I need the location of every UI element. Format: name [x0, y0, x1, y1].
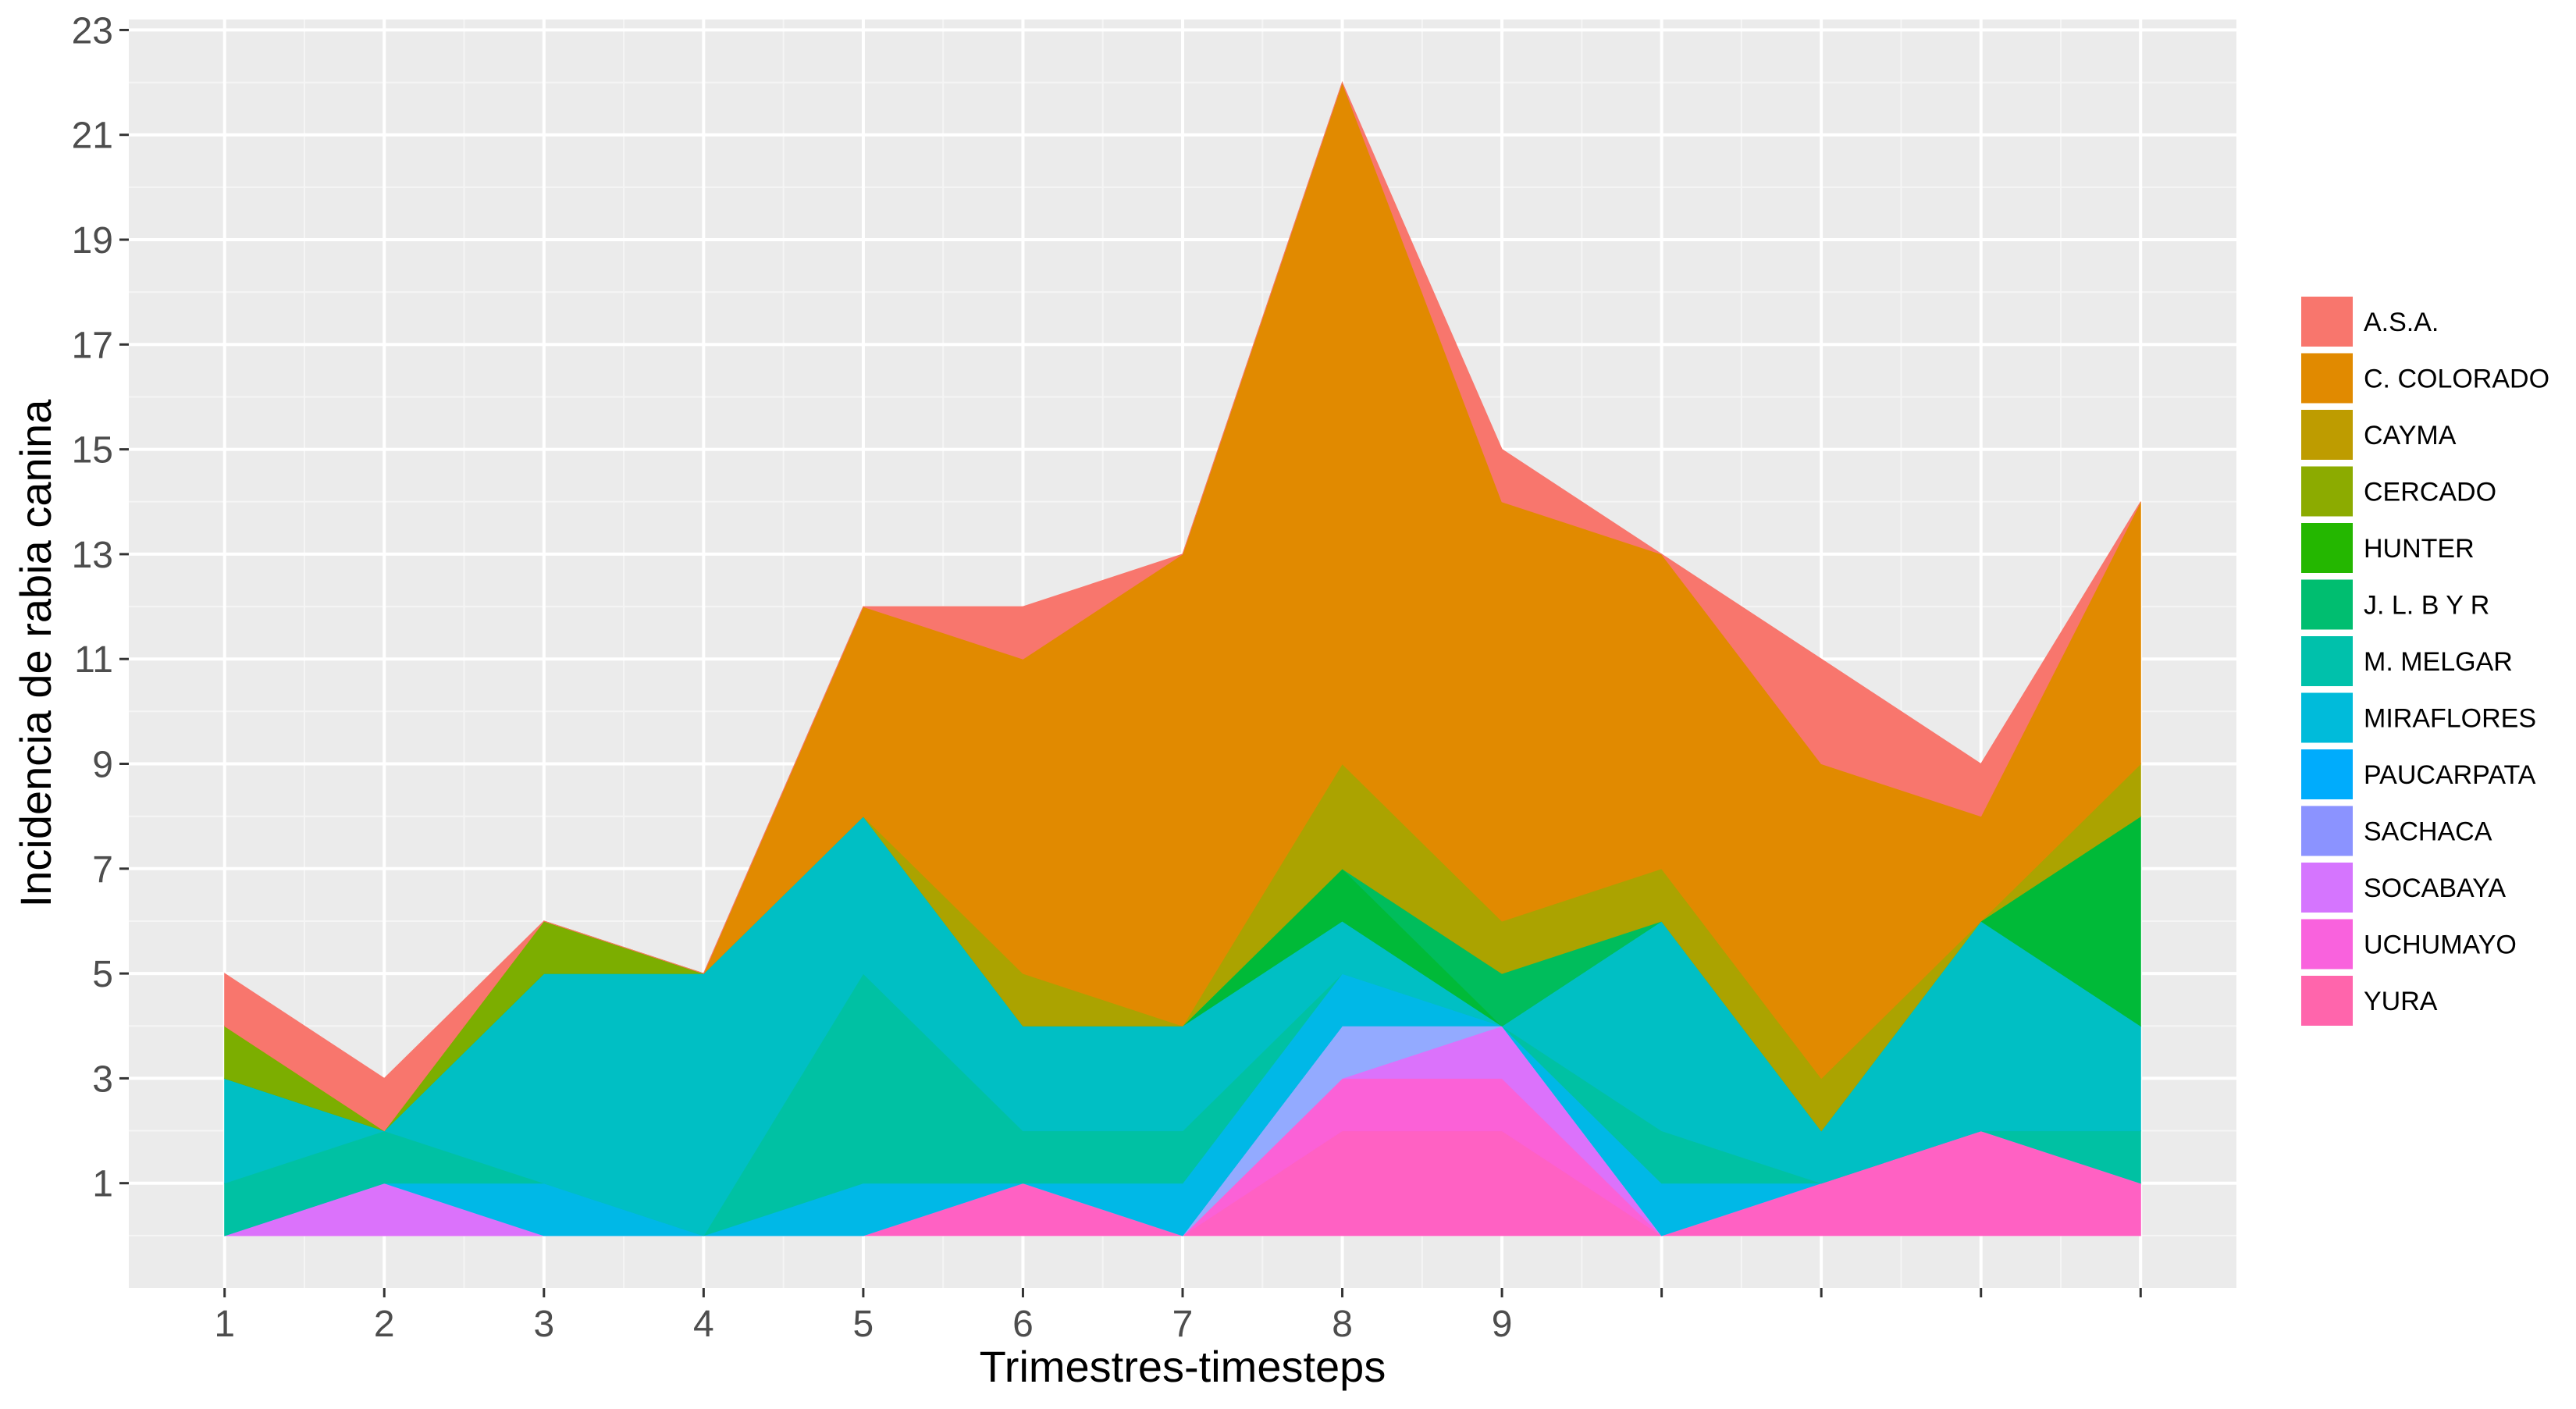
legend-swatch — [2301, 410, 2353, 460]
legend-item-j-l-b-y-r: J. L. B Y R — [2301, 579, 2489, 630]
legend-item-hunter: HUNTER — [2301, 523, 2475, 573]
y-tick-label: 17 — [72, 325, 113, 366]
y-tick-label: 5 — [92, 954, 113, 995]
stacked-areas — [224, 81, 2141, 1236]
legend-label: PAUCARPATA — [2364, 760, 2536, 790]
legend-item-sachaca: SACHACA — [2301, 806, 2492, 856]
legend-label: CERCADO — [2364, 478, 2496, 507]
legend-label: CAYMA — [2364, 421, 2457, 450]
x-tick-label: 8 — [1332, 1304, 1353, 1345]
legend-swatch — [2301, 919, 2353, 970]
legend-label: C. COLORADO — [2364, 365, 2549, 394]
legend-label: YURA — [2364, 987, 2438, 1016]
legend-item-yura: YURA — [2301, 976, 2438, 1026]
legend-swatch — [2301, 692, 2353, 743]
legend-label: M. MELGAR — [2364, 647, 2513, 677]
legend-swatch — [2301, 749, 2353, 799]
legend-item-paucarpata: PAUCARPATA — [2301, 749, 2536, 799]
x-tick-label: 7 — [1172, 1304, 1194, 1345]
legend-swatch — [2301, 353, 2353, 404]
x-tick-label: 1 — [214, 1304, 235, 1345]
y-tick-label: 9 — [92, 745, 113, 786]
legend-item-socabaya: SOCABAYA — [2301, 863, 2506, 913]
legend-swatch — [2301, 806, 2353, 856]
legend-swatch — [2301, 297, 2353, 347]
y-tick-label: 15 — [72, 430, 113, 471]
legend-label: SACHACA — [2364, 817, 2492, 847]
legend-item-uchumayo: UCHUMAYO — [2301, 919, 2517, 970]
x-axis-title: Trimestres-timesteps — [980, 1342, 1386, 1391]
legend-label: A.S.A. — [2364, 308, 2439, 337]
y-tick-label: 19 — [72, 220, 113, 262]
y-tick-label: 11 — [74, 639, 113, 681]
legend-item-m-melgar: M. MELGAR — [2301, 636, 2513, 686]
legend-label: J. L. B Y R — [2364, 591, 2489, 621]
y-tick-label: 23 — [72, 10, 113, 52]
legend-item-c-colorado: C. COLORADO — [2301, 353, 2549, 404]
x-tick-label: 6 — [1012, 1304, 1034, 1345]
legend-item-cercado: CERCADO — [2301, 466, 2496, 517]
legend-item-a-s-a: A.S.A. — [2301, 297, 2439, 347]
legend-swatch — [2301, 863, 2353, 913]
x-axis: 1 2 3 4 5 6 7 8 9 — [214, 1288, 2142, 1345]
y-tick-label: 7 — [92, 849, 113, 891]
y-tick-label: 1 — [92, 1164, 113, 1205]
legend-swatch — [2301, 579, 2353, 630]
legend: A.S.A. C. COLORADO CAYMA CERCADO HUNTER J. L.… — [2301, 297, 2549, 1026]
legend-swatch — [2301, 636, 2353, 686]
legend-label: UCHUMAYO — [2364, 930, 2517, 960]
legend-item-cayma: CAYMA — [2301, 410, 2457, 460]
x-tick-label: 3 — [533, 1304, 554, 1345]
x-tick-label: 4 — [693, 1304, 714, 1345]
x-tick-label: 2 — [374, 1304, 395, 1345]
legend-swatch — [2301, 466, 2353, 517]
legend-label: HUNTER — [2364, 534, 2475, 564]
y-axis-title: Incidencia de rabia canina — [11, 399, 60, 908]
legend-label: MIRAFLORES — [2364, 704, 2536, 734]
legend-item-miraflores: MIRAFLORES — [2301, 692, 2536, 743]
x-tick-label: 9 — [1492, 1304, 1513, 1345]
legend-swatch — [2301, 523, 2353, 573]
y-tick-label: 21 — [72, 116, 113, 157]
legend-label: SOCABAYA — [2364, 874, 2506, 903]
legend-swatch — [2301, 976, 2353, 1026]
x-tick-label: 5 — [853, 1304, 874, 1345]
area-a-s-a — [224, 81, 2141, 1132]
y-tick-label: 13 — [72, 535, 113, 576]
y-tick-label: 3 — [92, 1059, 113, 1100]
